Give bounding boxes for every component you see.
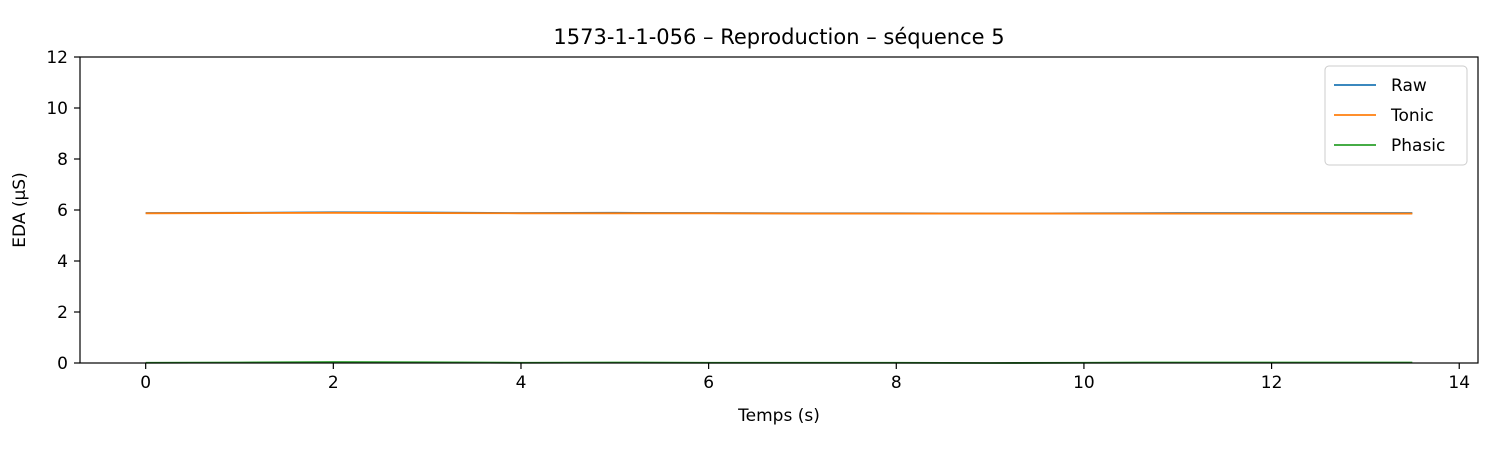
x-tick-label: 2 — [328, 373, 339, 393]
y-axis: 0 2 4 6 8 10 12 — [46, 48, 80, 374]
y-tick-label: 6 — [57, 201, 68, 221]
y-tick-label: 12 — [46, 48, 68, 68]
x-tick-label: 0 — [140, 373, 151, 393]
x-tick-label: 10 — [1073, 373, 1095, 393]
y-tick-label: 10 — [46, 99, 68, 119]
x-tick-label: 8 — [891, 373, 902, 393]
series-line-tonic — [145, 211, 1413, 215]
legend-label-raw: Raw — [1391, 76, 1427, 96]
x-tick-label: 4 — [516, 373, 527, 393]
y-tick-label: 2 — [57, 303, 68, 323]
x-tick-label: 6 — [703, 373, 714, 393]
legend-label-tonic: Tonic — [1390, 106, 1434, 126]
chart-title: 1573-1-1-056 – Reproduction – séquence 5 — [553, 25, 1004, 49]
legend-box — [1324, 65, 1468, 166]
y-tick-label: 4 — [57, 252, 68, 272]
y-axis-label: EDA (µS) — [10, 172, 30, 247]
x-tick-label: 12 — [1261, 373, 1283, 393]
x-axis: 0 2 4 6 8 10 12 14 — [140, 363, 1470, 393]
x-tick-label: 14 — [1448, 373, 1470, 393]
legend-label-phasic: Phasic — [1391, 136, 1445, 156]
plot-area — [145, 211, 1413, 364]
y-tick-label: 8 — [57, 150, 68, 170]
legend: Raw Tonic Phasic — [1324, 65, 1468, 166]
y-tick-label: 0 — [57, 354, 68, 374]
x-axis-label: Temps (s) — [737, 406, 820, 426]
plot-frame — [79, 56, 1479, 364]
